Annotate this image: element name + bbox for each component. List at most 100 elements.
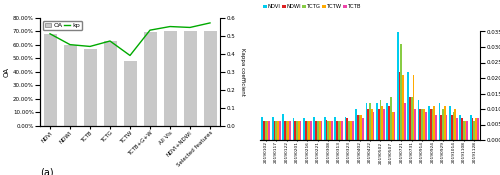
Bar xyxy=(277,121,279,140)
Bar xyxy=(472,118,474,140)
Bar xyxy=(449,106,451,140)
Bar xyxy=(274,121,276,140)
Bar xyxy=(423,109,425,140)
Bar xyxy=(402,75,404,140)
Bar xyxy=(400,44,402,140)
Bar xyxy=(360,115,362,140)
Bar xyxy=(342,121,343,140)
Bar xyxy=(358,115,360,140)
Bar xyxy=(444,106,446,140)
Bar xyxy=(428,106,430,140)
Bar xyxy=(317,121,319,140)
Bar xyxy=(305,121,306,140)
Bar xyxy=(164,31,176,126)
Bar xyxy=(430,109,432,140)
Bar xyxy=(421,109,423,140)
Y-axis label: Kappa coefficient: Kappa coefficient xyxy=(240,48,244,96)
Bar xyxy=(371,109,372,140)
Bar xyxy=(324,117,326,140)
Bar xyxy=(298,121,300,140)
Bar xyxy=(124,61,136,126)
Bar xyxy=(328,121,329,140)
Bar xyxy=(289,121,291,140)
Bar xyxy=(456,118,458,140)
Bar xyxy=(425,112,426,140)
Bar xyxy=(420,109,421,140)
Bar xyxy=(380,100,382,140)
Bar xyxy=(446,115,448,140)
Bar xyxy=(388,106,390,140)
Bar xyxy=(303,118,305,140)
Bar xyxy=(286,121,288,140)
Bar xyxy=(320,121,322,140)
Bar xyxy=(329,121,331,140)
Bar xyxy=(460,115,461,140)
Bar xyxy=(409,97,411,140)
Bar xyxy=(398,72,400,140)
Bar xyxy=(334,117,336,140)
Bar xyxy=(411,97,412,140)
Bar xyxy=(386,103,388,140)
Bar xyxy=(279,121,280,140)
Bar xyxy=(404,103,406,140)
Bar xyxy=(463,121,464,140)
Bar xyxy=(383,109,385,140)
Bar xyxy=(357,115,358,140)
Bar xyxy=(310,121,312,140)
Bar xyxy=(268,121,270,140)
Y-axis label: OA: OA xyxy=(4,67,10,77)
Bar xyxy=(64,45,76,126)
Bar xyxy=(204,31,216,126)
Bar xyxy=(442,109,444,140)
Bar xyxy=(314,117,315,140)
Bar xyxy=(319,121,320,140)
Bar xyxy=(390,97,392,140)
Legend: NDVI, NDWI, TCTG, TCTW, TCTB: NDVI, NDWI, TCTG, TCTW, TCTB xyxy=(262,4,362,10)
Bar xyxy=(470,115,472,140)
Bar xyxy=(300,121,302,140)
Bar xyxy=(474,121,475,140)
Bar xyxy=(338,121,340,140)
Bar xyxy=(284,121,286,140)
Bar xyxy=(394,112,396,140)
Bar xyxy=(262,117,263,140)
Bar xyxy=(350,121,352,140)
Bar xyxy=(266,121,268,140)
Bar xyxy=(44,34,57,126)
Bar xyxy=(104,41,117,126)
Bar xyxy=(369,103,371,140)
Bar xyxy=(434,106,435,140)
Bar xyxy=(184,31,196,126)
Bar xyxy=(438,103,440,140)
Bar xyxy=(368,109,369,140)
Bar xyxy=(408,72,409,140)
Bar xyxy=(326,120,328,140)
Bar xyxy=(464,121,466,140)
Bar xyxy=(414,109,416,140)
Bar xyxy=(315,121,317,140)
Bar xyxy=(392,112,394,140)
Bar xyxy=(362,118,364,140)
Bar xyxy=(296,121,298,140)
Bar xyxy=(344,117,346,140)
Bar xyxy=(292,118,294,140)
Bar xyxy=(432,109,434,140)
Bar xyxy=(366,103,368,140)
Bar xyxy=(452,112,454,140)
Bar xyxy=(331,121,332,140)
Bar xyxy=(352,121,354,140)
Bar xyxy=(282,114,284,140)
Bar xyxy=(272,117,274,140)
Bar xyxy=(461,118,463,140)
Bar xyxy=(435,115,437,140)
Bar xyxy=(84,49,96,126)
Bar xyxy=(397,32,398,140)
Bar xyxy=(477,118,478,140)
Bar xyxy=(466,121,468,140)
Bar xyxy=(263,121,265,140)
Bar xyxy=(276,121,277,140)
Bar xyxy=(288,121,289,140)
Bar xyxy=(308,121,310,140)
Legend: OA, kp: OA, kp xyxy=(43,21,82,30)
Bar xyxy=(294,121,296,140)
